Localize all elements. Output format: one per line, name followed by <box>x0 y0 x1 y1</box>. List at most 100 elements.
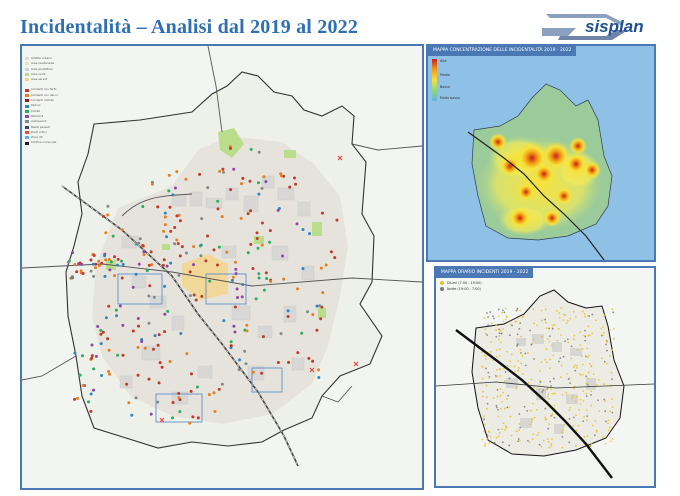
legend-label: Ambito urbano <box>31 56 52 60</box>
time-accident-point <box>531 438 534 441</box>
accident-point <box>156 400 160 404</box>
time-accident-point <box>520 335 522 338</box>
main-map-canvas[interactable] <box>22 46 422 488</box>
accident-point <box>315 328 319 332</box>
time-accident-point <box>549 358 552 361</box>
accident-point <box>207 393 211 397</box>
time-map-canvas[interactable] <box>436 268 654 486</box>
accident-point <box>151 347 155 351</box>
time-accident-point <box>603 360 606 363</box>
time-accident-point <box>536 434 539 436</box>
time-accident-point <box>509 360 512 363</box>
heat-hotspot <box>517 183 535 201</box>
time-accident-point <box>516 369 519 372</box>
legend-swatch <box>25 120 29 124</box>
accident-point <box>286 315 290 319</box>
accident-point <box>167 189 171 193</box>
time-accident-point <box>611 308 614 311</box>
time-accident-point <box>518 413 521 415</box>
time-accident-point <box>486 437 489 440</box>
accident-point <box>121 262 125 266</box>
time-accident-point <box>516 333 519 336</box>
time-accident-point <box>511 324 514 327</box>
time-accident-point <box>544 358 547 361</box>
time-accident-point <box>538 443 541 446</box>
time-accident-point <box>502 320 505 323</box>
time-accident-point <box>607 429 610 432</box>
time-accident-point <box>609 426 611 429</box>
time-accident-point <box>492 315 494 318</box>
time-accident-point <box>594 319 597 322</box>
heat-map-panel[interactable]: MAPPA CONCENTRAZIONE DELLE INCIDENTALITÀ… <box>426 44 656 262</box>
accident-point <box>142 250 146 254</box>
accident-point <box>245 323 249 327</box>
accident-point <box>75 270 79 274</box>
time-accident-point <box>529 329 532 332</box>
accident-point <box>233 330 237 334</box>
time-accident-point <box>488 442 491 444</box>
accident-point <box>188 294 192 298</box>
time-accident-point <box>550 443 552 446</box>
time-accident-point <box>594 420 597 422</box>
time-accident-point <box>552 377 555 380</box>
time-of-day-map-panel[interactable]: MAPPA ORARIO INCIDENTI 2019 - 2022 Diurn… <box>434 266 656 488</box>
accident-point <box>158 361 162 365</box>
time-accident-point <box>602 331 605 334</box>
accident-point <box>251 370 255 374</box>
time-accident-point <box>496 375 499 378</box>
time-accident-point <box>584 355 587 358</box>
time-accident-point <box>490 341 492 343</box>
time-accident-point <box>530 343 533 346</box>
time-accident-point <box>593 434 596 437</box>
time-accident-point <box>608 328 611 331</box>
time-accident-point <box>502 391 504 394</box>
time-accident-point <box>546 338 549 340</box>
main-accident-map[interactable]: Ambito urbano Aree residenziali Aree produ… <box>20 44 424 490</box>
time-accident-point <box>529 423 532 426</box>
accident-point <box>264 180 268 184</box>
accident-point <box>157 333 161 337</box>
time-accident-point <box>517 367 520 369</box>
time-accident-point <box>572 424 575 427</box>
time-accident-point <box>564 340 567 343</box>
time-accident-point <box>542 389 545 392</box>
time-accident-point <box>611 406 614 408</box>
accident-point <box>169 229 173 233</box>
accident-point <box>148 284 152 288</box>
time-accident-point <box>590 442 593 445</box>
time-accident-point <box>499 388 502 391</box>
time-accident-point <box>582 373 584 376</box>
time-accident-point <box>603 398 606 401</box>
legend-swatch <box>25 78 29 82</box>
accident-point <box>239 216 243 220</box>
accident-point <box>108 372 112 376</box>
heat-hotspot <box>555 187 573 205</box>
time-accident-point <box>589 362 592 365</box>
time-accident-point <box>544 318 547 321</box>
legend-swatch <box>25 131 29 134</box>
time-accident-point <box>560 376 562 379</box>
time-accident-point <box>508 334 511 337</box>
accident-point <box>89 258 93 262</box>
time-accident-point <box>497 308 500 311</box>
accident-point <box>101 214 105 218</box>
time-accident-point <box>506 406 509 409</box>
time-accident-point <box>547 427 550 430</box>
accident-point <box>320 211 324 215</box>
time-accident-point <box>600 357 603 360</box>
time-accident-point <box>483 445 486 447</box>
time-accident-point <box>601 436 604 439</box>
time-accident-point <box>498 348 501 351</box>
time-accident-point <box>573 416 575 419</box>
accident-point <box>220 215 224 219</box>
heat-legend-medium: Media <box>440 73 450 77</box>
accident-point <box>294 182 298 186</box>
time-accident-point <box>587 334 590 337</box>
time-accident-point <box>587 371 590 374</box>
time-accident-point <box>571 397 573 400</box>
accident-point <box>162 330 166 334</box>
heat-map-canvas[interactable] <box>428 46 654 260</box>
time-accident-point <box>546 438 549 440</box>
accident-point <box>234 272 238 276</box>
accident-point <box>141 204 145 208</box>
